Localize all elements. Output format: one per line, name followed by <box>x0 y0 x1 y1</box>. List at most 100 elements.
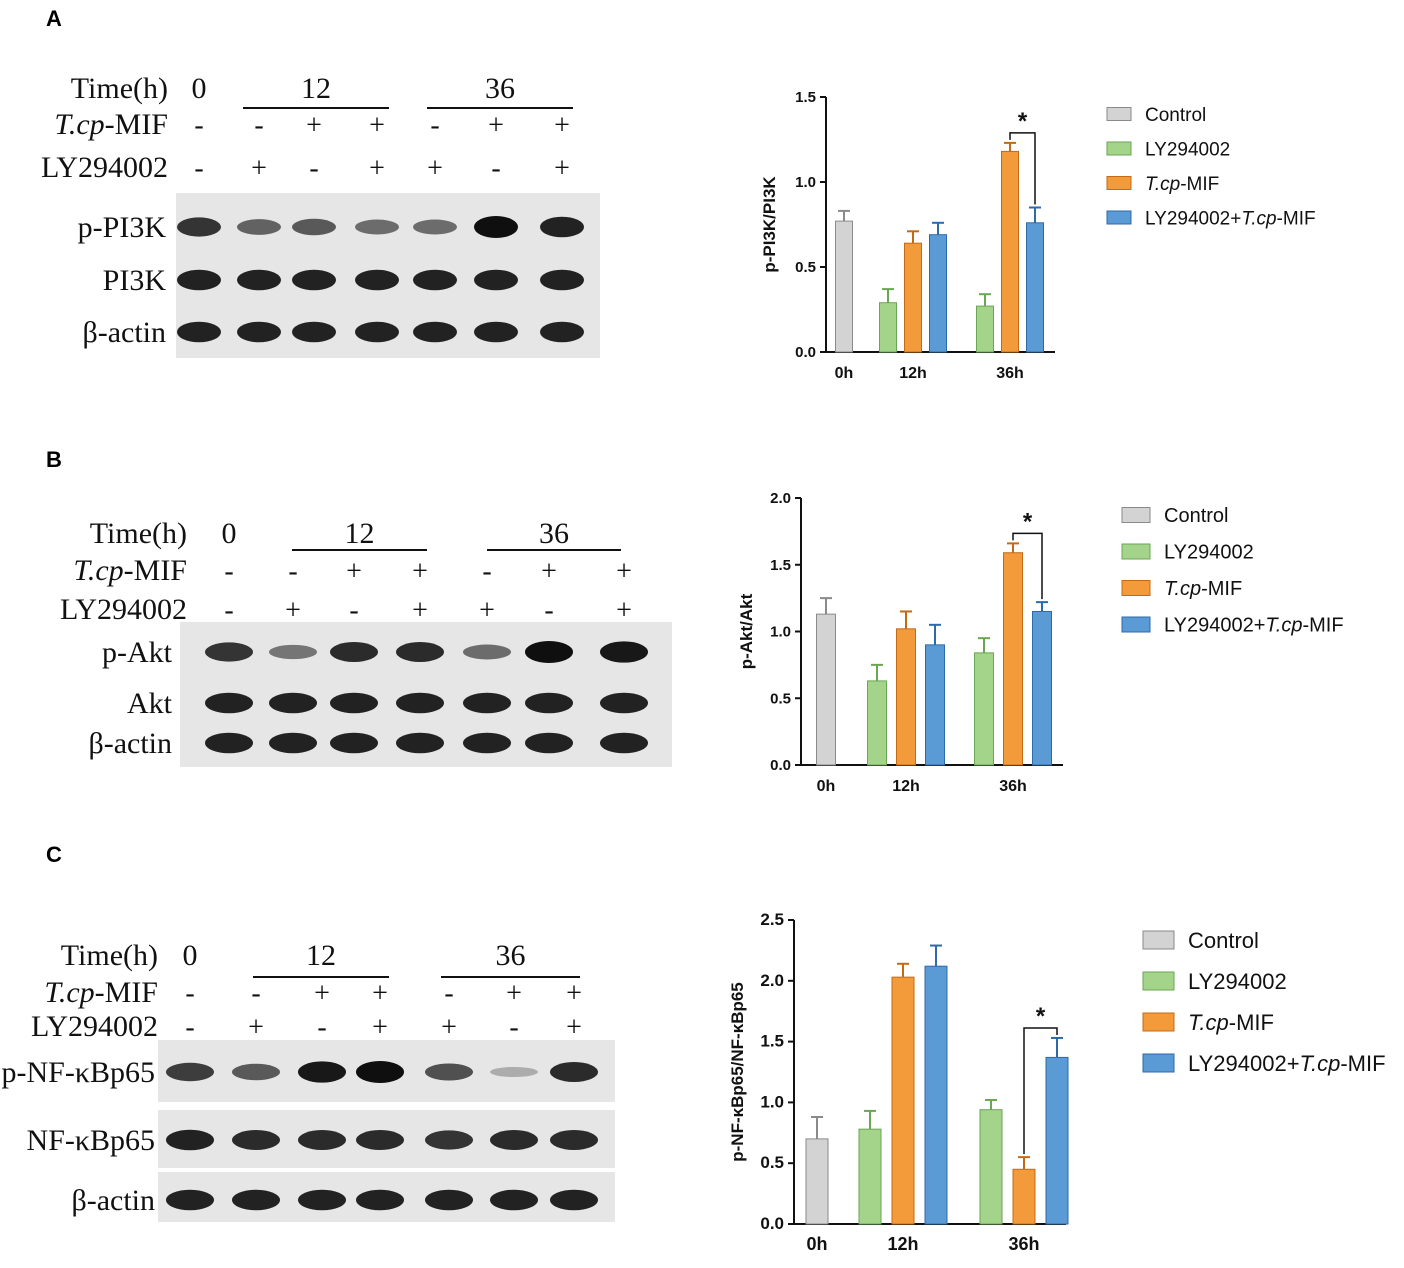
treatment-sign: + <box>285 595 301 626</box>
blot-band <box>166 1189 214 1211</box>
blot-band <box>205 642 253 662</box>
band-label: Akt <box>127 687 173 720</box>
blot-band <box>425 1189 473 1211</box>
blot-band <box>600 692 648 714</box>
bar <box>816 613 836 766</box>
y-tick-label: 0.5 <box>760 1153 784 1172</box>
x-tick-label: 36h <box>996 365 1024 382</box>
treatment-sign: + <box>441 1012 457 1043</box>
legend-label-rest: Control <box>1145 105 1206 126</box>
bar-chart-a: 0.0 0.5 1.0 1.5 p-PI3K/PI3K 0h 12h 36h * <box>760 89 1055 382</box>
legend-label: Control <box>1188 928 1259 953</box>
legend-label-italic: T.cp <box>1265 615 1302 637</box>
blot-band <box>540 321 584 343</box>
y-tick-label: 1.0 <box>795 174 816 191</box>
time-group-2: 36 <box>539 517 569 550</box>
blot-band <box>166 1062 214 1082</box>
y-tick-label: 2.0 <box>760 971 784 990</box>
y-axis-title: p-Akt/Akt <box>737 593 756 669</box>
blot-band <box>232 1189 280 1211</box>
time-label: Time(h) <box>61 939 158 972</box>
bar <box>1012 1168 1036 1225</box>
blot-band <box>490 1066 538 1078</box>
western-blot-c: Time(h) 0 12 36T.cp-MIF - - + + - + +LY294002- + - + +… <box>2 939 615 1222</box>
legend-label: T.cp-MIF <box>1164 578 1242 600</box>
blot-band <box>356 1130 404 1150</box>
treatment-label-1-rest: LY294002 <box>60 593 187 626</box>
treatment-sign: - <box>309 153 318 184</box>
blot-band <box>396 642 444 662</box>
y-axis-title: p-PI3K/PI3K <box>760 176 779 273</box>
treatment-sign: - <box>482 556 491 587</box>
band-label: β-actin <box>82 316 166 349</box>
y-tick-label: 0.5 <box>795 259 816 276</box>
legend-swatch <box>1142 1053 1175 1073</box>
y-tick-label: 1.5 <box>770 557 791 574</box>
significance-bracket <box>1012 532 1043 600</box>
y-tick-label: 2.5 <box>760 910 784 929</box>
blot-band <box>232 1130 280 1150</box>
x-tick-label: 12h <box>899 365 927 382</box>
legend-swatch <box>1121 616 1151 633</box>
treatment-sign: - <box>430 110 439 141</box>
legend-label: LY294002 <box>1164 542 1254 564</box>
blot-band <box>355 269 399 291</box>
treatment-label-0: T.cp-MIF <box>73 554 187 587</box>
legend-swatch <box>1106 107 1132 121</box>
treatment-sign: + <box>554 153 570 184</box>
blot-band <box>298 1189 346 1211</box>
bar <box>858 1128 882 1225</box>
band-label: p-NF-κBp65 <box>2 1056 155 1089</box>
treatment-sign: - <box>544 595 553 626</box>
blot-band <box>474 321 518 343</box>
time-label: Time(h) <box>90 517 187 550</box>
blot-band <box>292 218 336 236</box>
western-blot-b: Time(h) 0 12 36 T.cp-MIF - - + + - + + LY294002 - + - + +… <box>60 517 672 767</box>
panel-letter-a: A <box>46 6 62 31</box>
legend-label: LY294002 <box>1188 969 1287 994</box>
blot-band <box>413 321 457 343</box>
treatment-sign: + <box>412 595 428 626</box>
blot-band <box>425 1063 473 1081</box>
panel-letter-b: B <box>46 447 62 472</box>
legend-label: LY294002 <box>1145 139 1230 160</box>
bar <box>904 242 922 353</box>
blot-band <box>550 1062 598 1082</box>
legend-label: Control <box>1164 505 1228 527</box>
x-tick-label: 12h <box>892 778 920 795</box>
panel-letter-c: C <box>46 842 62 867</box>
bar <box>896 628 916 766</box>
western-blot-a: Time(h) 0 12 36T.cp-MIF - - + + - + +LY294002- + - + +… <box>41 72 600 358</box>
blot-band <box>463 692 511 714</box>
legend-swatch <box>1142 971 1175 991</box>
x-tick-label: 36h <box>999 778 1027 795</box>
blot-band <box>166 1129 214 1151</box>
bar-chart-b: 0.0 0.5 1.0 1.5 2.0 p-Akt/Akt 0h 12h 36h * <box>737 490 1063 795</box>
legend-label: Control <box>1145 105 1206 126</box>
treatment-sign: - <box>194 110 203 141</box>
treatment-sign: + <box>369 110 385 141</box>
y-tick-label: 2.0 <box>770 490 791 507</box>
legend-label-italic: T.cp <box>1188 1010 1229 1035</box>
legend-label-prefix: LY294002+ <box>1164 615 1265 637</box>
legend-label: LY294002+T.cp-MIF <box>1164 615 1344 637</box>
y-tick-label: 1.5 <box>795 89 816 106</box>
blot-band <box>540 216 584 238</box>
legend-label-italic: T.cp <box>1300 1051 1341 1076</box>
blot-band <box>292 321 336 343</box>
blot-band <box>396 732 444 754</box>
x-tick-label: 12h <box>887 1234 918 1254</box>
treatment-sign: - <box>224 595 233 626</box>
blot-band <box>237 219 281 235</box>
blot-band <box>525 692 573 714</box>
time-group-2: 36 <box>496 939 526 972</box>
treatment-sign: - <box>254 110 263 141</box>
y-tick-label: 0.0 <box>795 344 816 361</box>
treatment-sign: + <box>412 556 428 587</box>
y-tick-label: 1.0 <box>770 624 791 641</box>
legend-label-rest: LY294002 <box>1164 542 1254 564</box>
blot-band <box>413 219 457 235</box>
bar-chart-c: 0.0 0.5 1.0 1.5 2.0 2.5 p-NF-κBp65/NF-κBp65 0h 1… <box>728 910 1069 1254</box>
